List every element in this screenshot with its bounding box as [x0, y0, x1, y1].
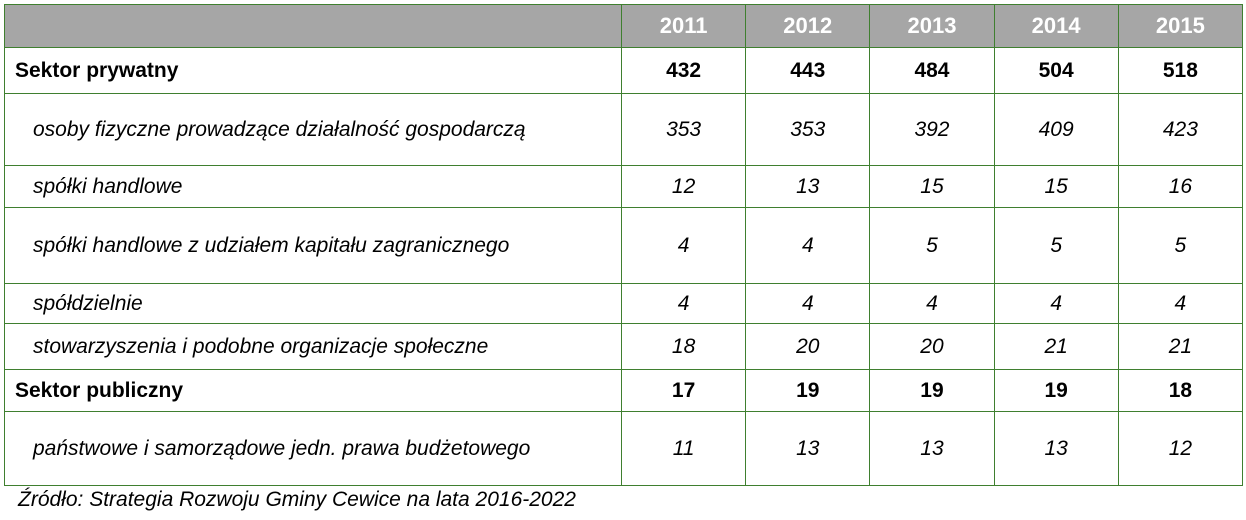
- sector-row: Sektor prywatny 432 443 484 504 518: [4, 47, 1244, 94]
- table-body: Sektor prywatny 432 443 484 504 518 osoby fizy…: [4, 47, 1244, 486]
- data-table: 2011 2012 2013 2014 2015 Sektor prywatny 432 4…: [4, 4, 1244, 486]
- value-cell: 4: [993, 283, 1119, 324]
- value-cell: 484: [869, 47, 995, 94]
- value-cell: 13: [869, 411, 995, 486]
- header-corner: [4, 4, 622, 48]
- value-cell: 443: [745, 47, 871, 94]
- value-cell: 13: [993, 411, 1119, 486]
- header-row: 2011 2012 2013 2014 2015: [4, 4, 1244, 48]
- value-cell: 423: [1117, 93, 1244, 166]
- row-label: spółki handlowe: [33, 174, 183, 198]
- value-cell: 5: [869, 207, 995, 284]
- value-cell: 4: [1117, 283, 1244, 324]
- row-label: stowarzyszenia i podobne organizacje spo…: [33, 334, 489, 358]
- source-note: Źródło: Strategia Rozwoju Gminy Cewice n…: [18, 488, 576, 511]
- value-cell: 15: [993, 165, 1119, 208]
- value-cell: 12: [1117, 411, 1244, 486]
- subsector-row: spółki handlowe 12 13 15 15 16: [4, 165, 1244, 208]
- row-label-cell: stowarzyszenia i podobne organizacje spo…: [4, 323, 622, 370]
- value-cell: 16: [1117, 165, 1244, 208]
- value-cell: 17: [620, 369, 747, 412]
- row-label-cell: państwowe i samorządowe jedn. prawa budż…: [4, 411, 622, 486]
- row-label: państwowe i samorządowe jedn. prawa budż…: [33, 436, 531, 460]
- value-cell: 12: [620, 165, 747, 208]
- year-header: 2014: [993, 4, 1119, 48]
- year-header: 2015: [1117, 4, 1244, 48]
- row-label-cell: Sektor prywatny: [4, 47, 622, 94]
- value-cell: 4: [745, 207, 871, 284]
- year-header: 2011: [620, 4, 747, 48]
- value-cell: 504: [993, 47, 1119, 94]
- value-cell: 432: [620, 47, 747, 94]
- subsector-row: spółdzielnie 4 4 4 4 4: [4, 283, 1244, 324]
- value-cell: 20: [745, 323, 871, 370]
- value-cell: 19: [869, 369, 995, 412]
- row-label-cell: osoby fizyczne prowadzące działalność go…: [4, 93, 622, 166]
- value-cell: 13: [745, 411, 871, 486]
- row-label: spółki handlowe z udziałem kapitału zagr…: [33, 233, 510, 257]
- row-label-cell: spółki handlowe: [4, 165, 622, 208]
- value-cell: 4: [745, 283, 871, 324]
- value-cell: 19: [993, 369, 1119, 412]
- value-cell: 18: [620, 323, 747, 370]
- value-cell: 4: [620, 207, 747, 284]
- value-cell: 5: [993, 207, 1119, 284]
- value-cell: 353: [620, 93, 747, 166]
- value-cell: 392: [869, 93, 995, 166]
- row-label-cell: spółdzielnie: [4, 283, 622, 324]
- year-header: 2012: [745, 4, 871, 48]
- row-label: Sektor prywatny: [15, 58, 179, 82]
- value-cell: 4: [869, 283, 995, 324]
- value-cell: 15: [869, 165, 995, 208]
- value-cell: 11: [620, 411, 747, 486]
- value-cell: 4: [620, 283, 747, 324]
- value-cell: 18: [1117, 369, 1244, 412]
- row-label-cell: Sektor publiczny: [4, 369, 622, 412]
- subsector-row: państwowe i samorządowe jedn. prawa budż…: [4, 411, 1244, 486]
- value-cell: 409: [993, 93, 1119, 166]
- value-cell: 20: [869, 323, 995, 370]
- value-cell: 21: [1117, 323, 1244, 370]
- value-cell: 21: [993, 323, 1119, 370]
- row-label-cell: spółki handlowe z udziałem kapitału zagr…: [4, 207, 622, 284]
- row-label: osoby fizyczne prowadzące działalność go…: [33, 117, 526, 141]
- subsector-row: osoby fizyczne prowadzące działalność go…: [4, 93, 1244, 166]
- value-cell: 353: [745, 93, 871, 166]
- value-cell: 13: [745, 165, 871, 208]
- value-cell: 518: [1117, 47, 1244, 94]
- value-cell: 19: [745, 369, 871, 412]
- subsector-row: spółki handlowe z udziałem kapitału zagr…: [4, 207, 1244, 284]
- sector-row: Sektor publiczny 17 19 19 19 18: [4, 369, 1244, 412]
- subsector-row: stowarzyszenia i podobne organizacje spo…: [4, 323, 1244, 370]
- year-header: 2013: [869, 4, 995, 48]
- value-cell: 5: [1117, 207, 1244, 284]
- row-label: spółdzielnie: [33, 291, 143, 315]
- row-label: Sektor publiczny: [15, 378, 184, 402]
